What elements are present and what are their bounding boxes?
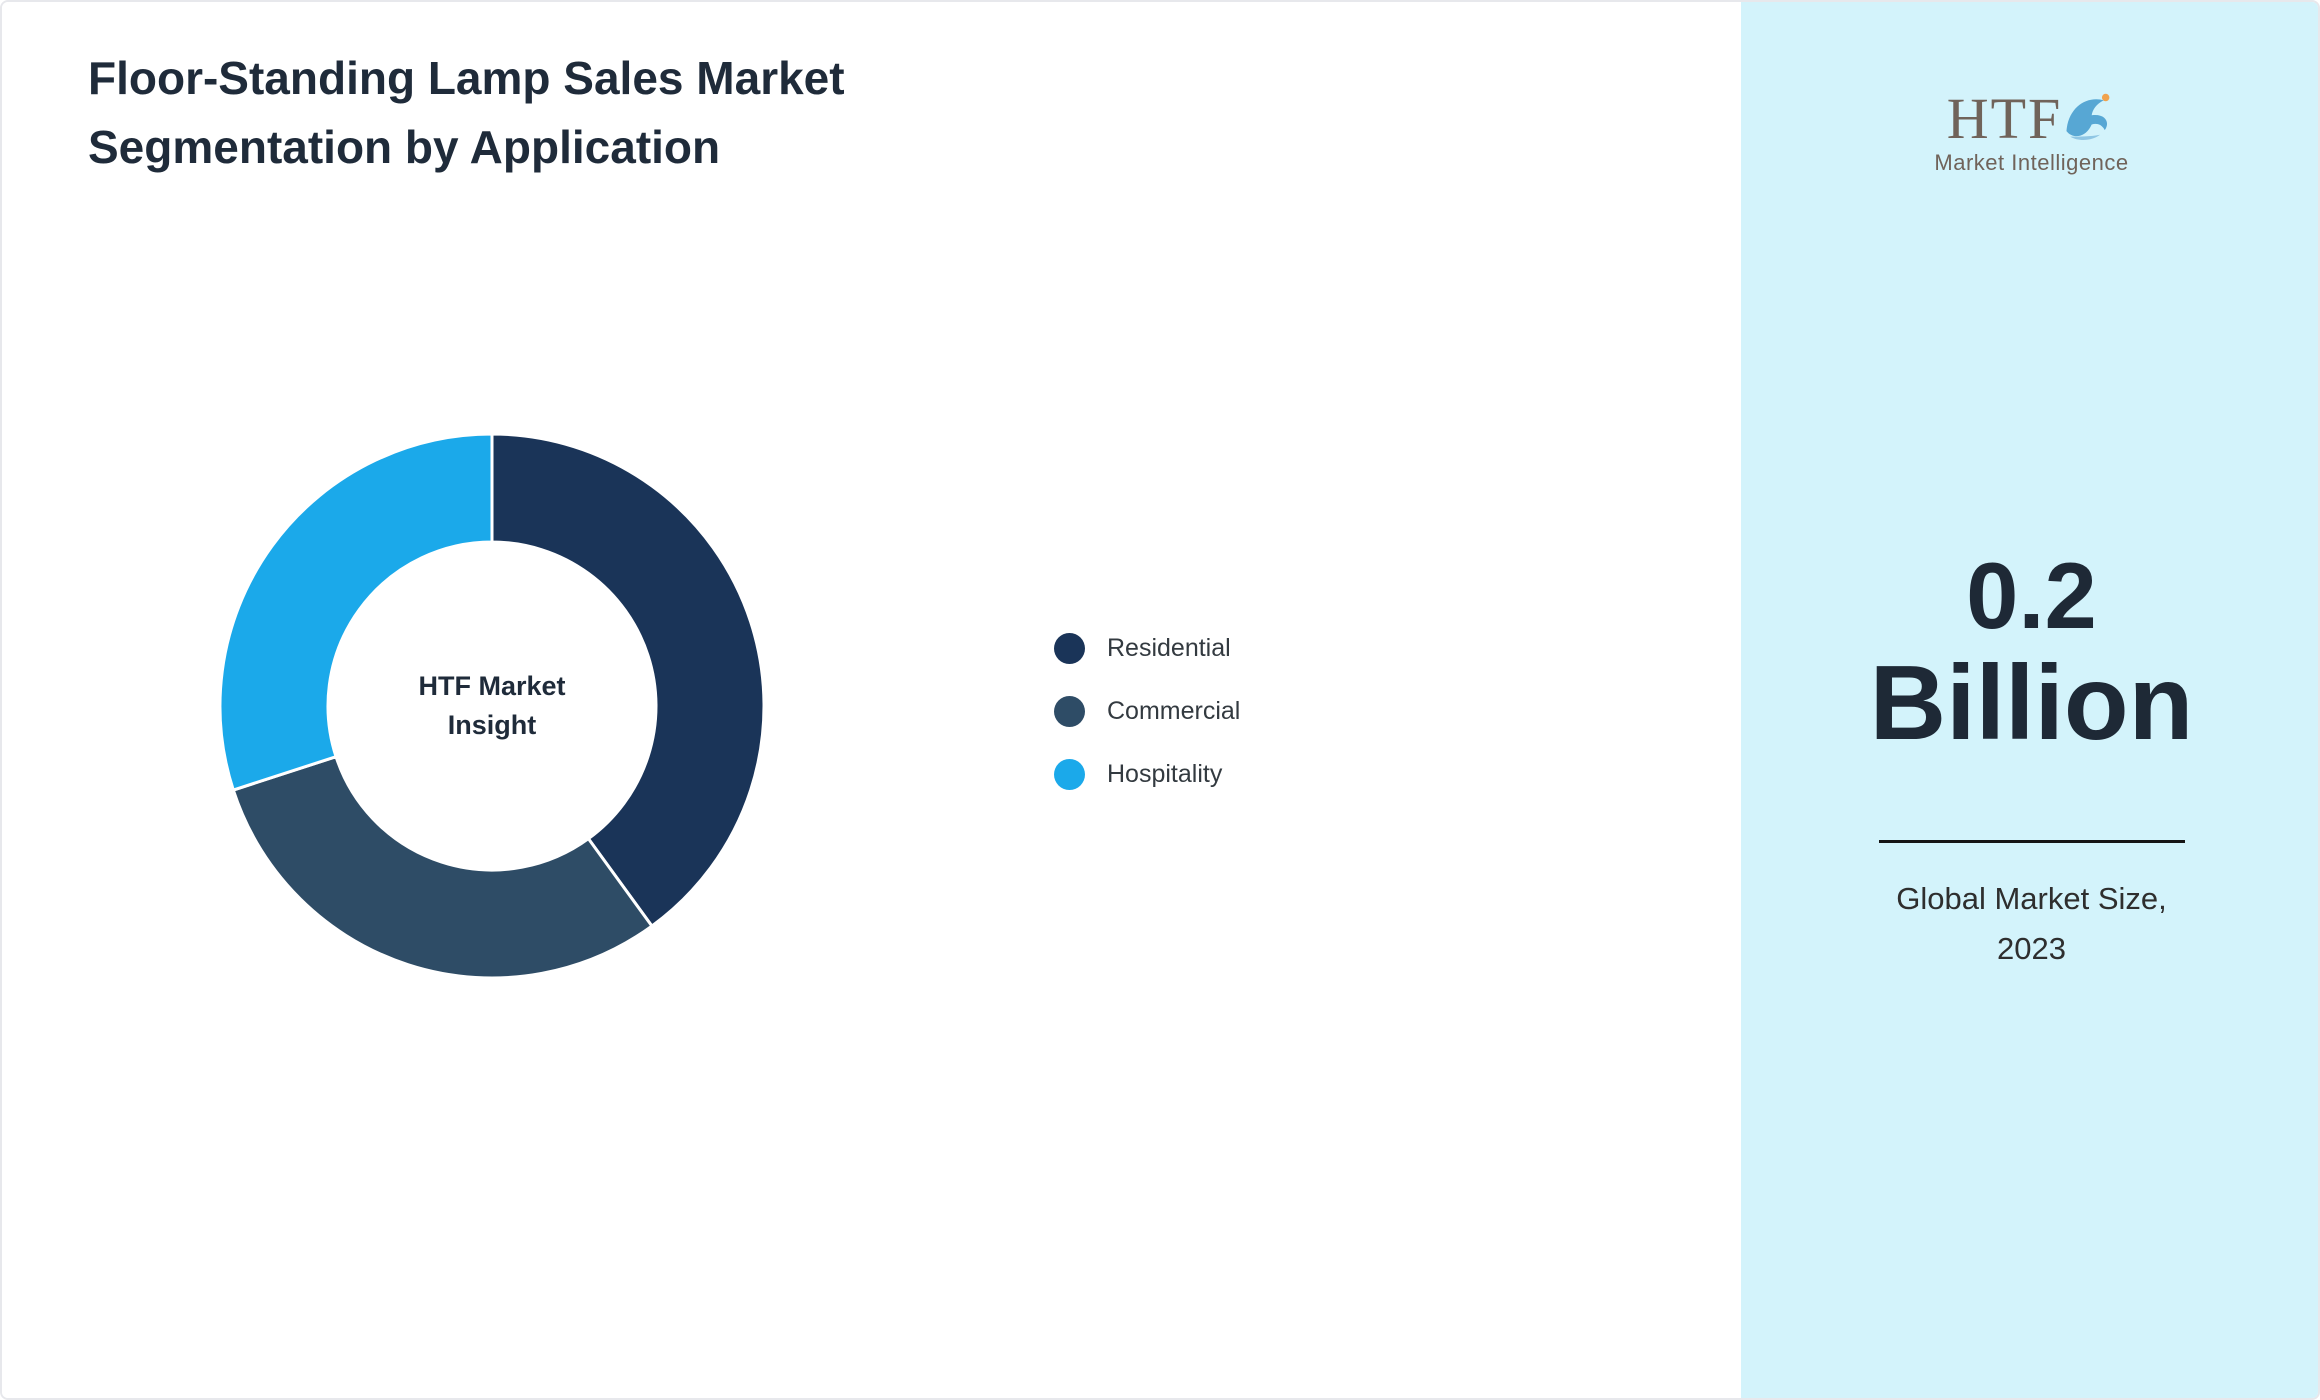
htf-logo-text: HTF	[1946, 86, 2063, 151]
legend-dot-residential-icon	[1054, 633, 1085, 664]
stat-caption-line1: Global Market Size,	[1896, 881, 2167, 916]
chart-section: Floor-Standing Lamp Sales Market Segment…	[2, 2, 1741, 1398]
donut-center-label: HTF Market Insight	[342, 667, 642, 745]
legend-label-commercial: Commercial	[1107, 697, 1241, 725]
chart-legend: Residential Commercial Hospitality	[1054, 617, 1240, 806]
legend-dot-commercial-icon	[1054, 696, 1085, 727]
donut-center-label-line2: Insight	[447, 710, 537, 740]
donut-slice-hospitality	[218, 432, 494, 792]
page-title-line1: Floor-Standing Lamp Sales Market	[88, 52, 845, 104]
stat-caption-line2: 2023	[1997, 930, 2066, 966]
donut-center-label-line1: HTF Market	[418, 670, 566, 701]
legend-item-hospitality: Hospitality	[1054, 743, 1240, 806]
legend-item-residential: Residential	[1054, 617, 1240, 680]
stat-caption: Global Market Size, 2023	[1741, 874, 2318, 973]
legend-item-commercial: Commercial	[1054, 680, 1240, 743]
legend-dot-hospitality-icon	[1054, 759, 1085, 790]
market-size-unit: Billion	[1869, 643, 2194, 762]
donut-chart: HTF Market Insight	[212, 426, 772, 986]
legend-label-residential: Residential	[1107, 634, 1231, 662]
market-size-stat: 0.2 Billion	[1741, 543, 2318, 762]
donut-chart-svg	[218, 432, 766, 980]
stat-divider	[1878, 840, 2185, 843]
market-size-value: 0.2	[1966, 543, 2097, 648]
donut-slice-residential	[490, 432, 766, 929]
donut-slice-commercial	[231, 754, 654, 980]
page-title-line2: Segmentation by Application	[88, 121, 721, 173]
dolphin-icon	[2066, 93, 2110, 141]
htf-logo-subtext: Market Intelligence	[1934, 150, 2129, 175]
htf-logo: HTF Market Intelligence	[1741, 86, 2318, 176]
legend-label-hospitality: Hospitality	[1107, 760, 1223, 788]
summary-panel: HTF Market Intelligence 0.2 Billion Glob…	[1741, 2, 2318, 1398]
page-title: Floor-Standing Lamp Sales Market Segment…	[88, 44, 845, 182]
